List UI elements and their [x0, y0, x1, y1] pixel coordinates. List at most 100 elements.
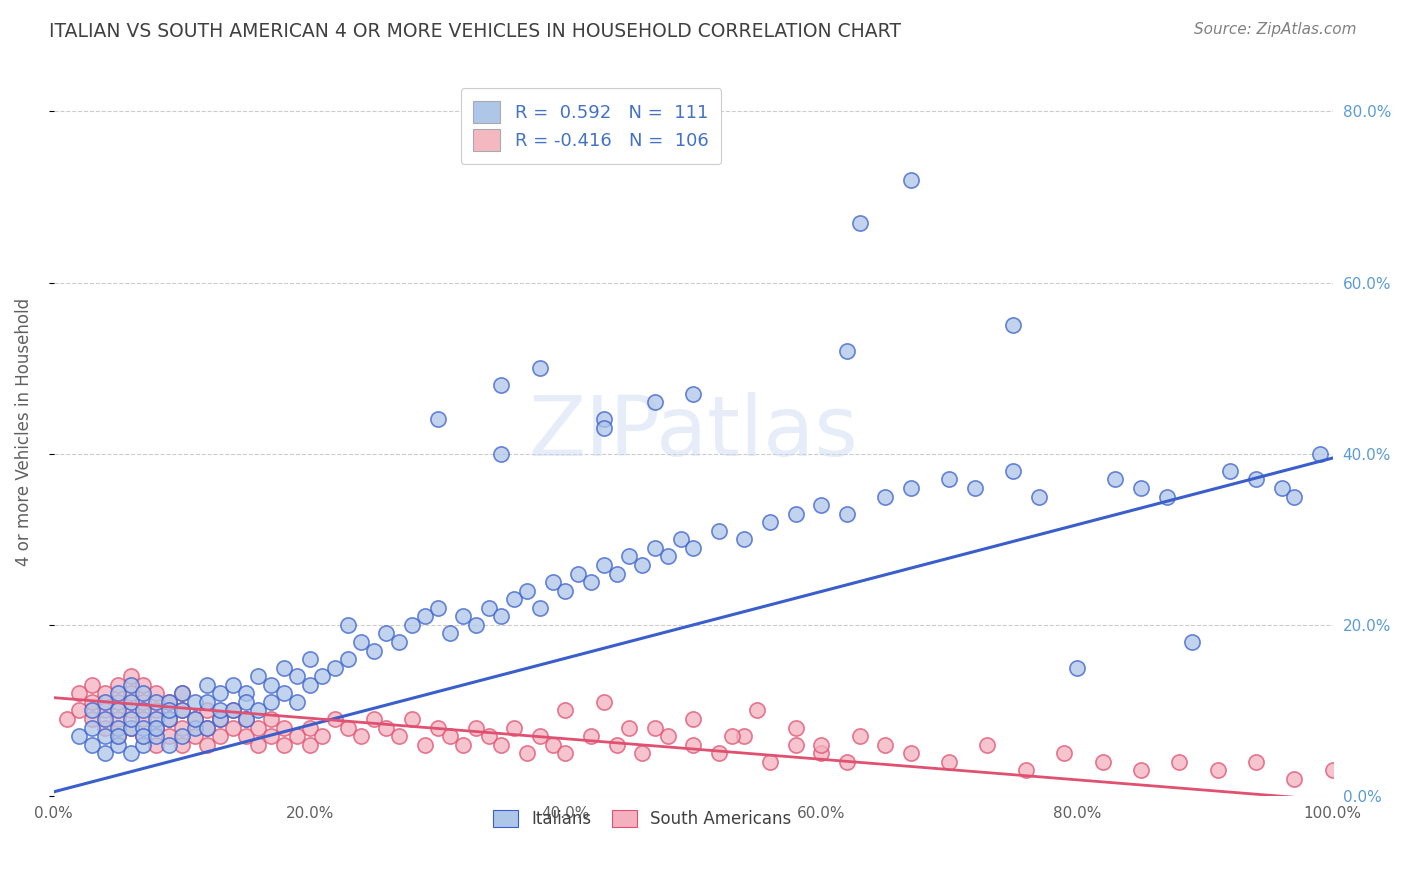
Point: [785, 721, 807, 735]
Point: [491, 378, 513, 392]
Point: [1104, 472, 1126, 486]
Point: [900, 746, 922, 760]
Point: [1244, 755, 1267, 769]
Point: [810, 746, 832, 760]
Point: [529, 361, 551, 376]
Point: [107, 712, 129, 726]
Point: [209, 712, 232, 726]
Point: [170, 721, 193, 735]
Point: [285, 729, 308, 743]
Point: [55, 712, 77, 726]
Point: [1015, 764, 1038, 778]
Point: [222, 704, 245, 718]
Point: [260, 712, 283, 726]
Point: [183, 712, 205, 726]
Point: [120, 712, 142, 726]
Point: [619, 721, 641, 735]
Point: [963, 481, 986, 495]
Point: [94, 729, 117, 743]
Y-axis label: 4 or more Vehicles in Household: 4 or more Vehicles in Household: [15, 298, 32, 566]
Point: [120, 669, 142, 683]
Point: [247, 738, 270, 752]
Point: [669, 533, 692, 547]
Point: [273, 661, 295, 675]
Point: [107, 729, 129, 743]
Point: [938, 472, 960, 486]
Point: [759, 755, 782, 769]
Point: [503, 721, 526, 735]
Point: [592, 695, 614, 709]
Point: [247, 721, 270, 735]
Point: [1284, 772, 1306, 786]
Point: [401, 712, 423, 726]
Point: [541, 738, 564, 752]
Point: [107, 729, 129, 743]
Point: [235, 695, 257, 709]
Point: [157, 738, 180, 752]
Point: [1129, 764, 1152, 778]
Point: [439, 626, 461, 640]
Point: [900, 481, 922, 495]
Point: [145, 721, 167, 735]
Point: [247, 704, 270, 718]
Point: [195, 704, 218, 718]
Point: [247, 669, 270, 683]
Point: [82, 721, 104, 735]
Point: [195, 678, 218, 692]
Point: [567, 566, 589, 581]
Point: [388, 729, 411, 743]
Point: [120, 686, 142, 700]
Point: [132, 686, 155, 700]
Point: [67, 704, 90, 718]
Point: [120, 721, 142, 735]
Point: [235, 712, 257, 726]
Point: [1219, 464, 1241, 478]
Point: [260, 729, 283, 743]
Point: [810, 738, 832, 752]
Point: [170, 686, 193, 700]
Point: [183, 721, 205, 735]
Point: [285, 669, 308, 683]
Point: [516, 583, 538, 598]
Point: [426, 721, 449, 735]
Point: [1271, 481, 1294, 495]
Point: [145, 721, 167, 735]
Point: [1244, 472, 1267, 486]
Point: [273, 721, 295, 735]
Point: [1284, 490, 1306, 504]
Point: [298, 678, 321, 692]
Point: [720, 729, 742, 743]
Point: [848, 216, 870, 230]
Point: [145, 712, 167, 726]
Point: [82, 678, 104, 692]
Point: [451, 738, 474, 752]
Point: [976, 738, 998, 752]
Point: [311, 669, 333, 683]
Point: [1066, 661, 1088, 675]
Point: [733, 729, 755, 743]
Point: [1091, 755, 1114, 769]
Point: [260, 695, 283, 709]
Point: [529, 729, 551, 743]
Point: [195, 738, 218, 752]
Point: [606, 738, 628, 752]
Point: [132, 729, 155, 743]
Point: [120, 695, 142, 709]
Point: [1168, 755, 1191, 769]
Point: [644, 721, 666, 735]
Point: [107, 678, 129, 692]
Text: Source: ZipAtlas.com: Source: ZipAtlas.com: [1194, 22, 1357, 37]
Point: [503, 592, 526, 607]
Point: [145, 738, 167, 752]
Point: [120, 746, 142, 760]
Point: [337, 721, 360, 735]
Point: [82, 704, 104, 718]
Point: [209, 729, 232, 743]
Point: [1129, 481, 1152, 495]
Point: [938, 755, 960, 769]
Point: [235, 712, 257, 726]
Point: [273, 686, 295, 700]
Point: [1181, 635, 1204, 649]
Point: [579, 575, 602, 590]
Point: [107, 738, 129, 752]
